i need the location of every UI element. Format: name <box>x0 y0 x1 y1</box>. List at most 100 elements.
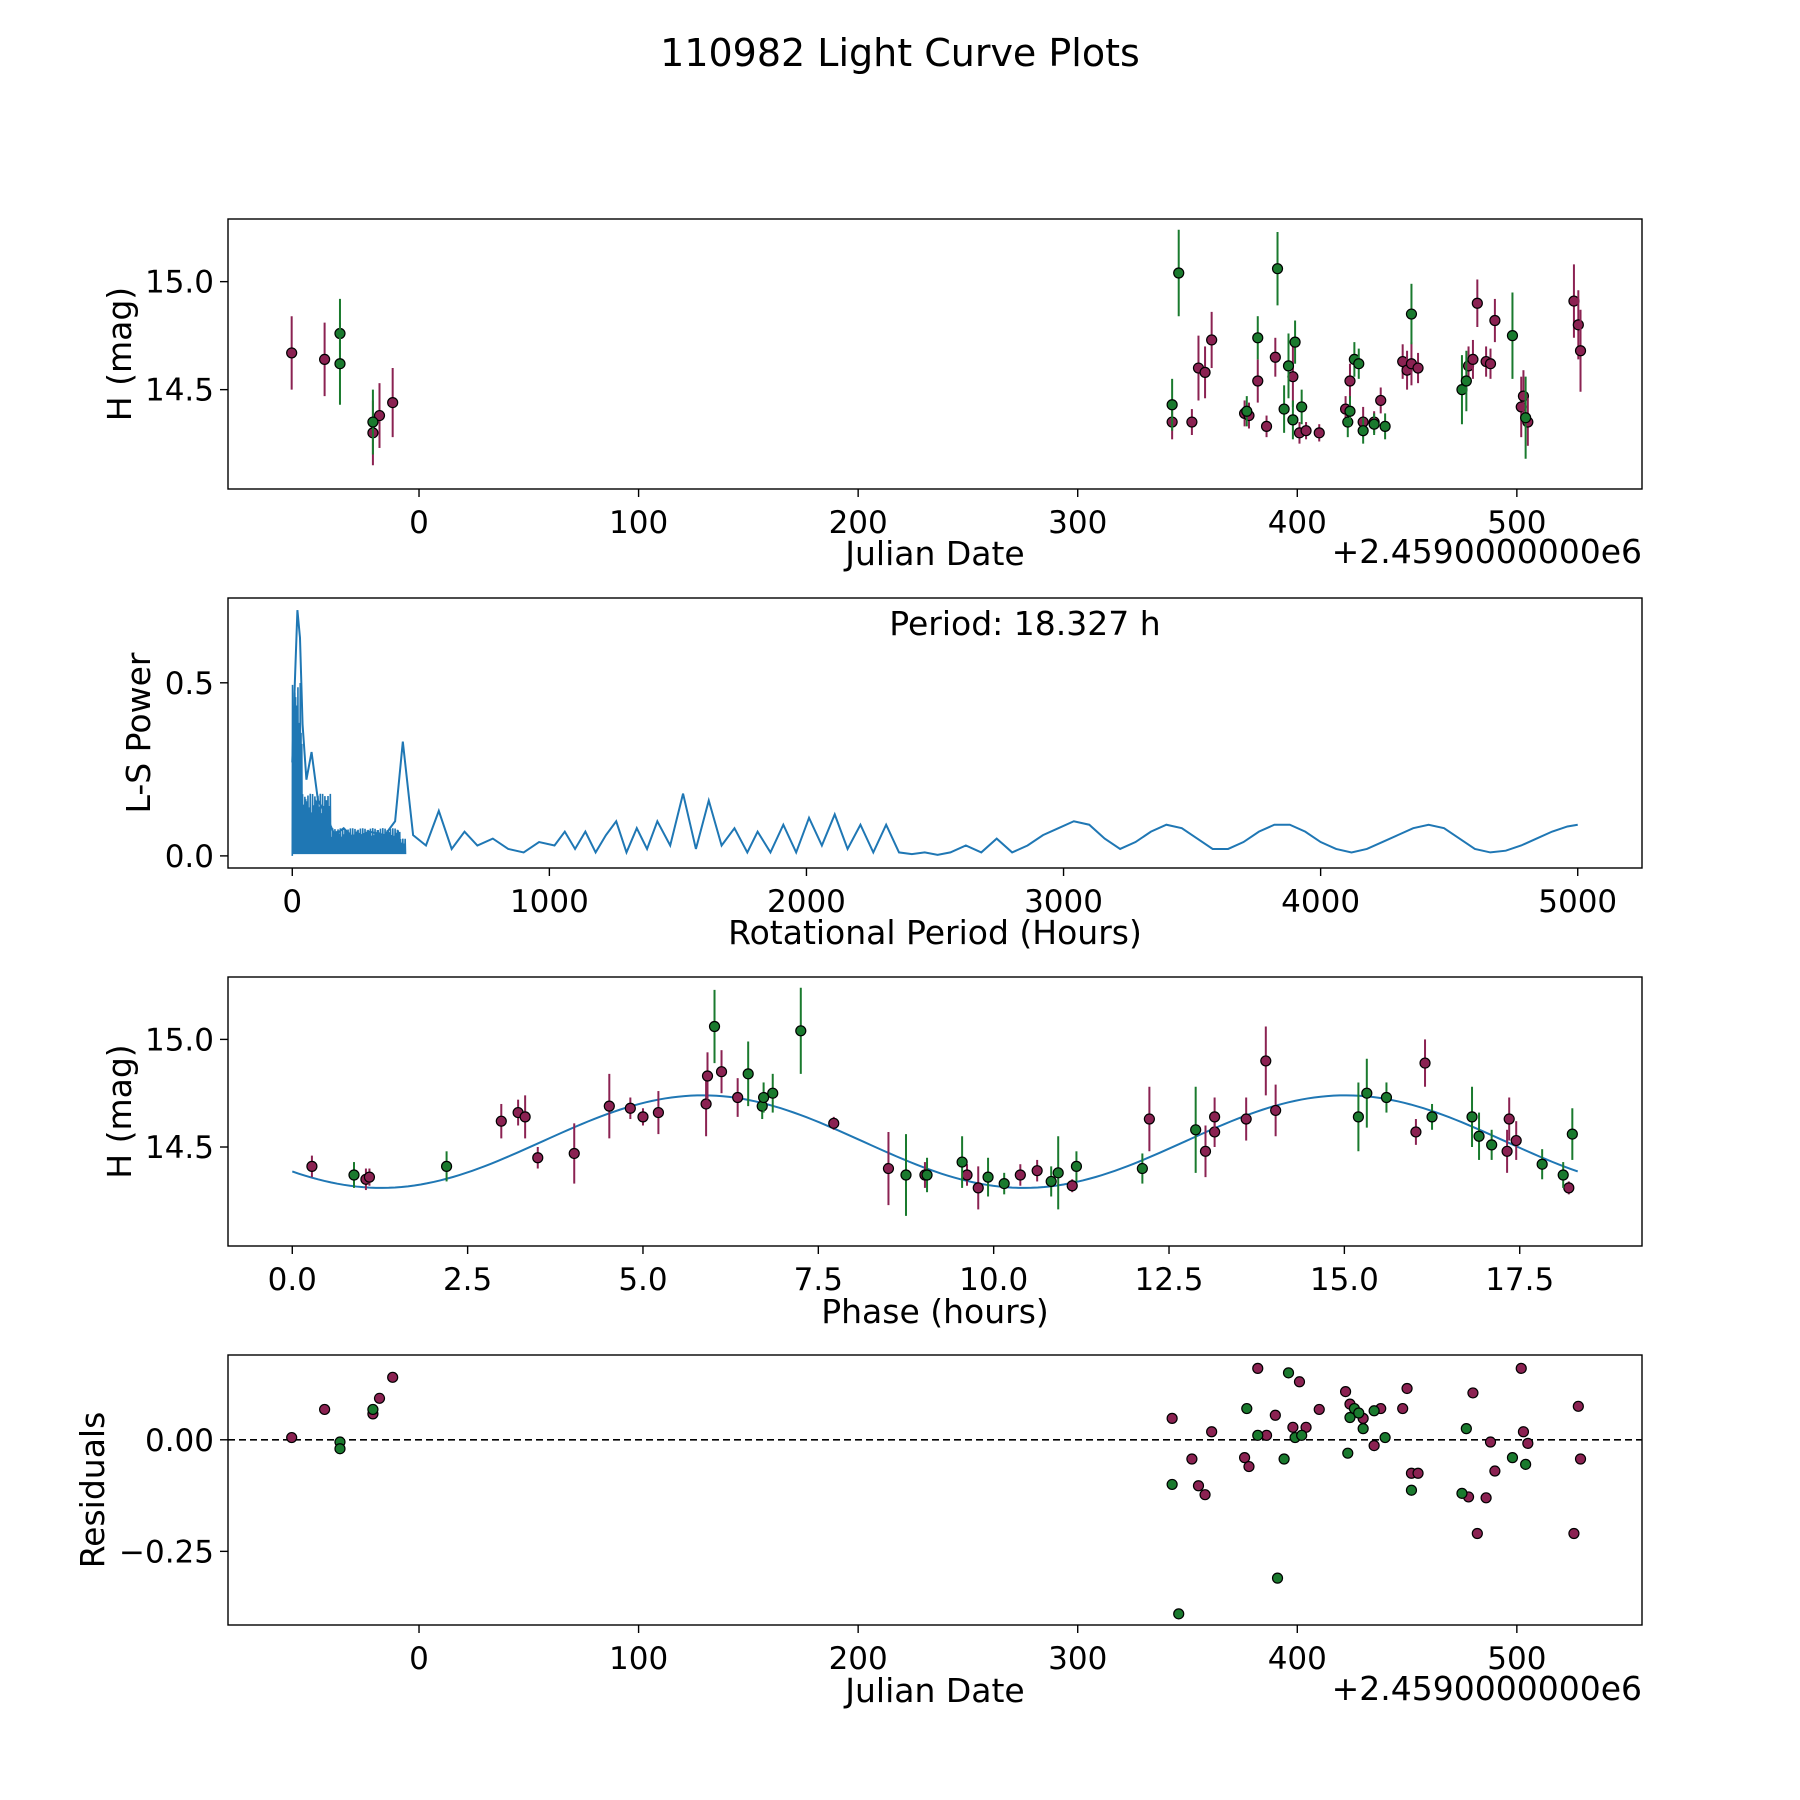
data-point-purple <box>1192 1480 1205 1492</box>
y-tick-label: 14.5 <box>145 373 214 409</box>
x-tick-label: 5000 <box>1538 884 1617 920</box>
data-point-purple <box>373 1392 386 1404</box>
data-point-green <box>1070 1160 1083 1172</box>
data-point-green <box>334 1443 346 1455</box>
data-point-green <box>1136 1162 1148 1175</box>
phased-light-curve-panel: 0.0 2.5 5.0 7.5 10.0 12.5 15.0 17.5 14.5 15.0 Phas… <box>100 976 1643 1331</box>
data-point-green <box>1353 1407 1365 1419</box>
data-point-green <box>1368 1405 1380 1417</box>
data-point-purple <box>1489 314 1501 327</box>
periodogram-short-period-forest <box>291 682 407 856</box>
data-point-purple <box>286 347 298 359</box>
data-point-green <box>1342 1447 1354 1459</box>
data-point-purple <box>882 1162 895 1175</box>
data-point-green <box>367 1403 379 1416</box>
x-tick-label: 100 <box>609 1641 668 1677</box>
data-point-purple <box>1339 1385 1352 1398</box>
data-point-purple <box>286 1431 298 1444</box>
y-axis-label: L-S Power <box>119 652 158 813</box>
x-tick-label: 2000 <box>767 884 846 920</box>
data-point-purple <box>387 397 399 409</box>
data-point-purple <box>319 1403 331 1416</box>
data-point-purple <box>1484 1436 1497 1448</box>
data-point-green <box>1166 399 1178 411</box>
data-point-green <box>1380 1091 1393 1104</box>
plot-area <box>291 987 1579 1216</box>
x-tick-label: 300 <box>1048 1641 1107 1677</box>
axes-frame <box>227 1354 1643 1626</box>
data-point-green <box>1344 1411 1356 1424</box>
data-point-purple <box>1517 1426 1530 1438</box>
data-point-purple <box>1031 1165 1043 1177</box>
data-point-green <box>1506 330 1519 342</box>
data-point-purple <box>1572 319 1584 331</box>
data-point-green <box>1353 358 1365 370</box>
data-point-purple <box>568 1147 580 1160</box>
y-tick-label: −0.25 <box>119 1534 214 1570</box>
data-point-purple <box>1270 1104 1282 1117</box>
data-point-purple <box>495 1115 507 1127</box>
data-point-green <box>1506 1452 1519 1464</box>
data-point-purple <box>1467 353 1479 365</box>
x-axis-offset-label: +2.4590000000e6 <box>1332 532 1642 571</box>
data-point-purple <box>732 1091 744 1104</box>
x-tick-label: 2.5 <box>443 1262 492 1298</box>
data-point-purple <box>1300 425 1312 437</box>
data-point-purple <box>1313 427 1325 439</box>
data-point-purple <box>1467 1387 1479 1399</box>
data-point-purple <box>624 1102 636 1114</box>
data-point-green <box>1045 1175 1057 1188</box>
data-point-purple <box>961 1169 973 1181</box>
data-point-purple <box>373 409 386 422</box>
data-point-purple <box>1484 358 1497 370</box>
data-point-green <box>1166 1478 1178 1491</box>
data-point-green <box>1379 1431 1391 1444</box>
data-point-purple <box>1199 1489 1211 1501</box>
data-point-purple <box>1287 1421 1299 1433</box>
data-point-green <box>1520 412 1532 424</box>
y-tick-label: 0.0 <box>165 839 214 875</box>
data-point-purple <box>1503 1113 1515 1125</box>
data-point-green <box>440 1160 453 1172</box>
data-point-purple <box>1489 1465 1501 1477</box>
data-point-green <box>1357 1423 1369 1435</box>
y-tick-label: 15.0 <box>145 1022 214 1058</box>
data-point-purple <box>1240 1113 1252 1125</box>
data-point-green <box>1557 1169 1569 1181</box>
x-tick-label: 12.5 <box>1135 1262 1204 1298</box>
data-point-purple <box>1260 420 1273 432</box>
data-point-green <box>1405 1484 1418 1496</box>
data-point-green <box>1344 405 1356 417</box>
data-point-purple <box>1199 366 1211 378</box>
data-point-purple <box>1199 1145 1212 1157</box>
data-point-green <box>1426 1111 1438 1123</box>
data-point-green <box>1278 403 1290 415</box>
data-point-green <box>1278 1453 1290 1465</box>
x-tick-label: 15.0 <box>1310 1262 1379 1298</box>
x-axis-label: Julian Date <box>843 534 1025 573</box>
data-point-purple <box>828 1117 840 1129</box>
light-curve-panel: 0 100 200 300 400 500 14.5 15.0 Julian Date H (ma… <box>100 218 1643 573</box>
data-point-purple <box>1209 1111 1221 1123</box>
data-point-green <box>1379 420 1391 432</box>
data-point-green <box>334 358 346 370</box>
data-point-purple <box>1252 375 1264 387</box>
data-point-green <box>1486 1139 1498 1151</box>
data-point-purple <box>1206 1426 1218 1438</box>
data-point-purple <box>1397 1402 1409 1415</box>
data-point-purple <box>1401 1382 1413 1395</box>
data-point-purple <box>1419 1057 1431 1069</box>
data-point-purple <box>1014 1169 1026 1181</box>
x-tick-label: 3000 <box>1024 884 1103 920</box>
data-point-green <box>742 1068 754 1080</box>
data-point-green <box>1282 1367 1295 1379</box>
data-point-purple <box>306 1160 318 1172</box>
data-point-green <box>1287 414 1299 426</box>
x-tick-label: 500 <box>1487 1641 1546 1677</box>
data-point-purple <box>1480 1492 1492 1504</box>
data-point-purple <box>1510 1134 1522 1147</box>
x-tick-label: 10.0 <box>959 1262 1028 1298</box>
data-point-purple <box>1471 1527 1483 1540</box>
data-point-green <box>956 1156 968 1168</box>
